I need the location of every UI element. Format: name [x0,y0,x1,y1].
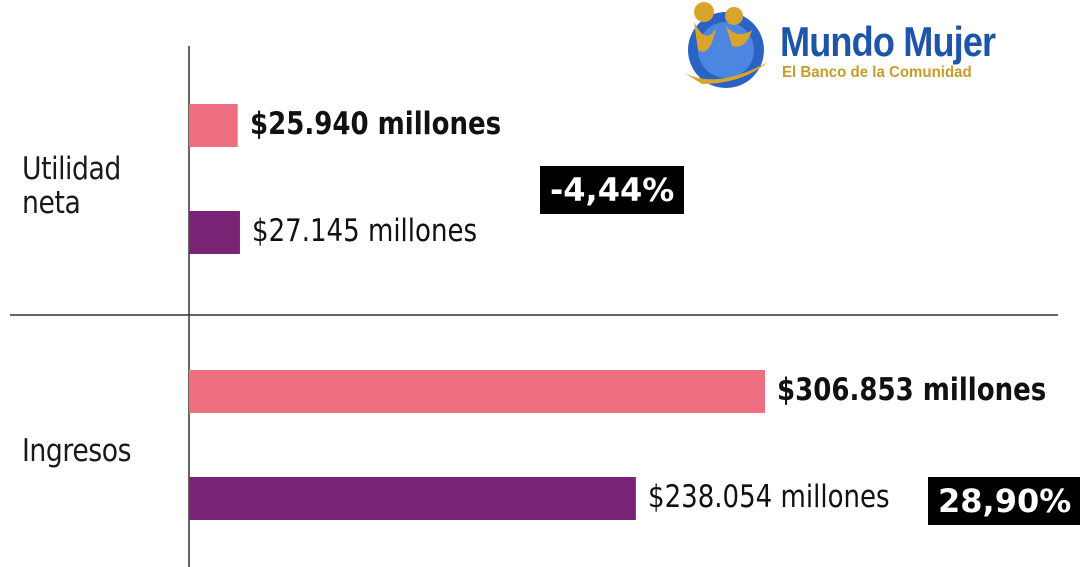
change-badge-ingresos: 28,90% [928,477,1080,525]
value-label-ingresos-previous: $238.054 millones [647,479,890,515]
bar-utilidad-neta-current [189,104,238,147]
brand-logo: Mundo Mujer El Banco de la Comunidad [672,0,1052,96]
category-label-ingresos: Ingresos [22,433,132,469]
logo-subtitle: El Banco de la Comunidad [782,64,972,81]
bar-ingresos-previous [189,477,636,520]
change-badge-utilidad-neta: -4,44% [540,166,685,214]
value-label-utilidad-neta-previous: $27.145 millones [251,213,478,249]
value-label-utilidad-neta-current: $25.940 millones [249,106,501,142]
bar-utilidad-neta-previous [189,211,240,254]
logo-emblem-icon [680,2,768,88]
value-label-ingresos-current: $306.853 millones [777,372,1047,408]
category-label-line: neta [22,185,81,221]
category-label-line: Utilidad [22,151,121,187]
bar-ingresos-current [189,370,765,413]
logo-title: Mundo Mujer [780,18,996,65]
category-label-line: Ingresos [22,433,132,469]
category-label-utilidad-neta: Utilidad neta [22,152,121,220]
